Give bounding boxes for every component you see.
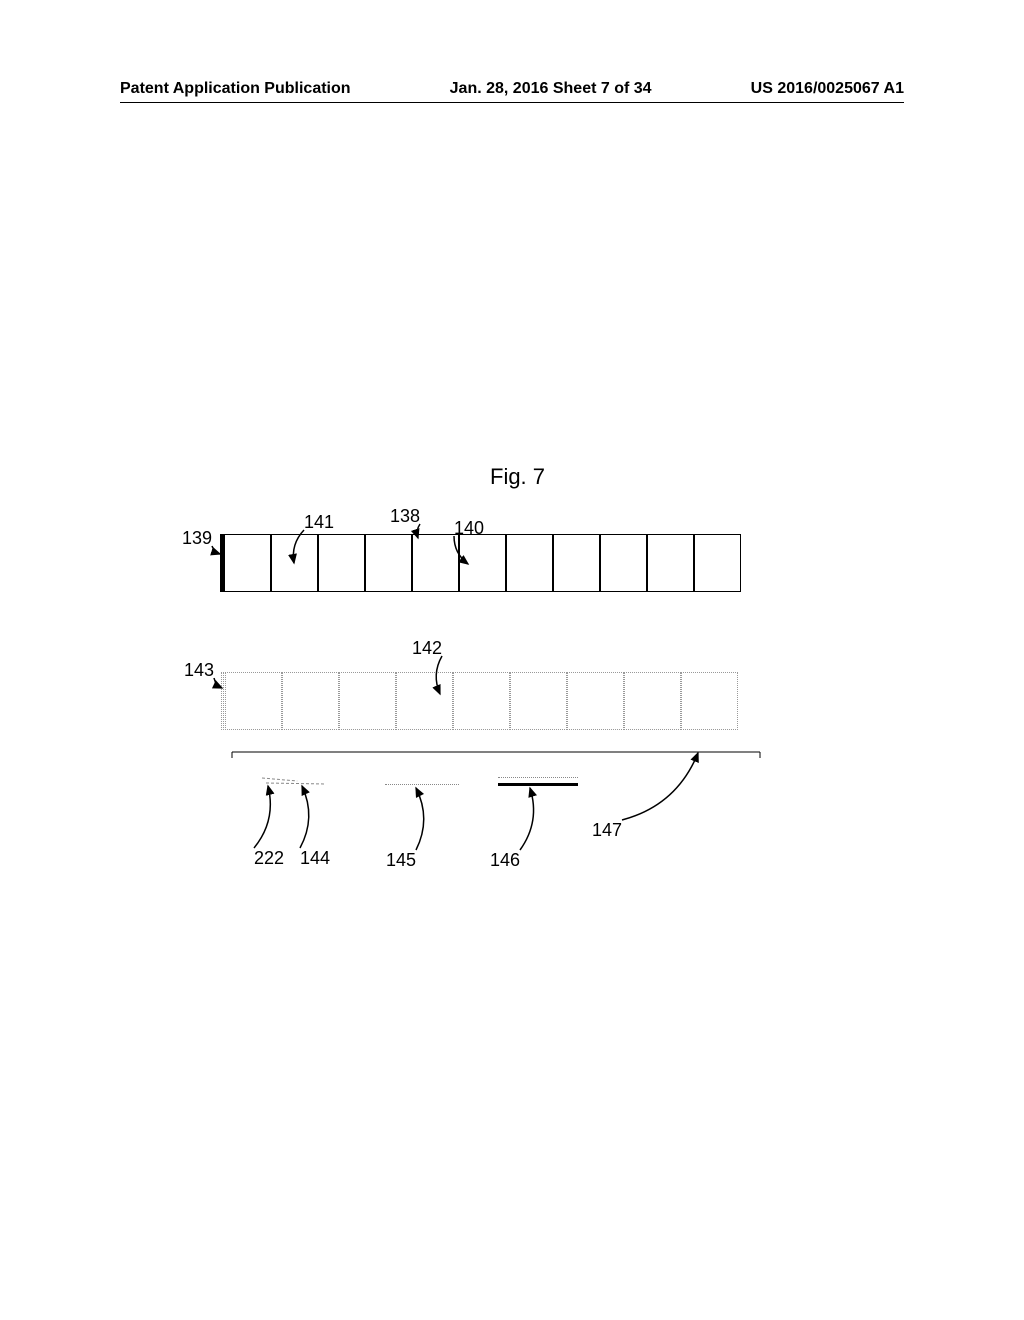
header-right: US 2016/0025067 A1 — [751, 80, 904, 98]
row2-cell — [282, 672, 339, 730]
ref-label-138: 138 — [390, 506, 420, 527]
segment-dotted-above — [498, 777, 578, 778]
ref-label-142: 142 — [412, 638, 442, 659]
row1-cell — [318, 534, 365, 592]
row2-cell — [681, 672, 738, 730]
ref-label-146: 146 — [490, 850, 520, 871]
row2-cell — [567, 672, 624, 730]
row1-cell — [553, 534, 600, 592]
row2-cell — [339, 672, 396, 730]
header-center: Jan. 28, 2016 Sheet 7 of 34 — [450, 80, 652, 98]
page-header: Patent Application Publication Jan. 28, … — [0, 80, 1024, 98]
segment-dotted — [385, 784, 459, 785]
ref-label-141: 141 — [304, 512, 334, 533]
row1-cell — [459, 534, 506, 592]
figure-title: Fig. 7 — [490, 464, 545, 490]
row1-cell — [506, 534, 553, 592]
row2-cell — [396, 672, 453, 730]
row1-cell — [271, 534, 318, 592]
header-left: Patent Application Publication — [120, 80, 351, 98]
ref-label-139: 139 — [182, 528, 212, 549]
ref-label-143: 143 — [184, 660, 214, 681]
ref-label-144: 144 — [300, 848, 330, 869]
header-rule — [120, 102, 904, 103]
segment-bold — [498, 783, 578, 786]
row2-cell — [453, 672, 510, 730]
row1-cell — [412, 534, 459, 592]
row2-cell — [510, 672, 567, 730]
row-1 — [224, 534, 741, 592]
row2-cell — [624, 672, 681, 730]
row1-cell — [647, 534, 694, 592]
ref-label-145: 145 — [386, 850, 416, 871]
ref-label-222: 222 — [254, 848, 284, 869]
row-2 — [225, 672, 738, 730]
row1-left-edge — [220, 534, 224, 592]
ref-label-140: 140 — [454, 518, 484, 539]
row1-cell — [694, 534, 741, 592]
arrow-overlay — [0, 0, 1024, 1320]
row2-cell — [225, 672, 282, 730]
row2-left-edge — [221, 672, 224, 730]
ref-label-147: 147 — [592, 820, 622, 841]
row1-cell — [224, 534, 271, 592]
row1-cell — [365, 534, 412, 592]
row1-cell — [600, 534, 647, 592]
